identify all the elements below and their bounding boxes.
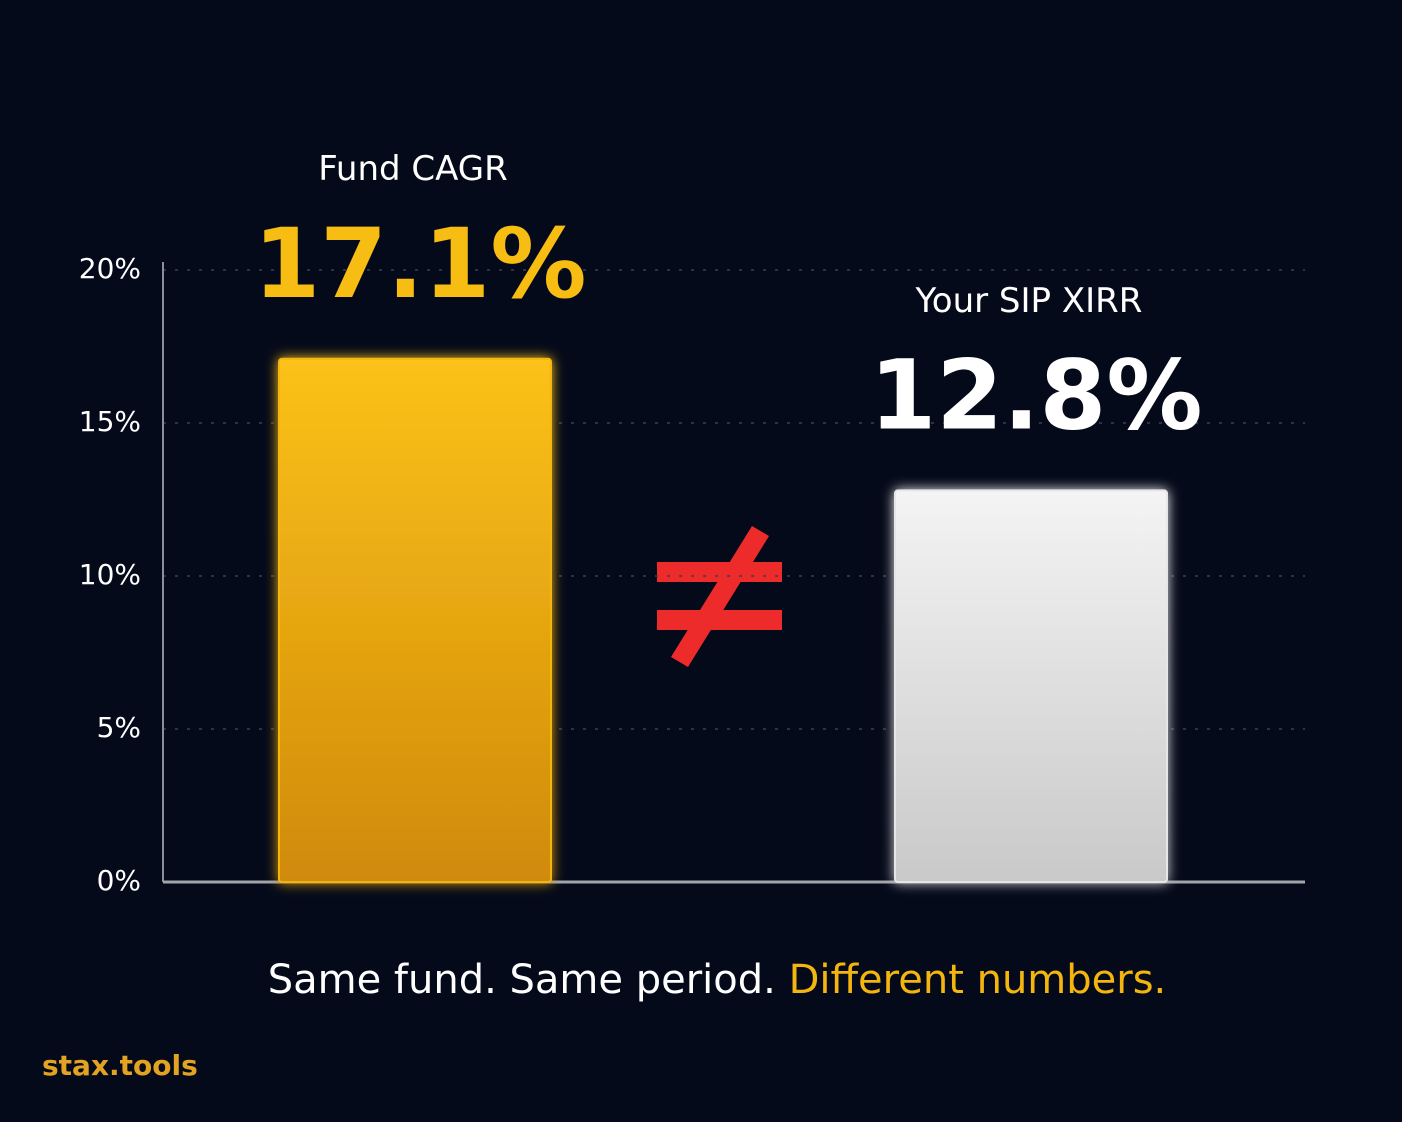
- category-label: Your SIP XIRR: [915, 281, 1143, 321]
- caption-part: Same fund. Same period.: [268, 957, 776, 1003]
- category-label: Fund CAGR: [318, 149, 508, 189]
- y-tick-label: 15%: [79, 405, 141, 438]
- bar: [894, 489, 1168, 883]
- y-tick-label: 20%: [79, 252, 141, 285]
- bar: [278, 357, 552, 883]
- y-tick-label: 0%: [97, 864, 141, 897]
- value-label: 17.1%: [253, 208, 586, 320]
- y-tick-label: 5%: [97, 711, 141, 744]
- value-label: 12.8%: [869, 340, 1202, 452]
- caption-highlight: Different numbers.: [789, 957, 1167, 1003]
- not-equal-sign: [657, 526, 782, 667]
- y-tick-label: 10%: [79, 558, 141, 591]
- caption: Same fund. Same period. Different number…: [268, 957, 1167, 1003]
- brand: stax.tools: [42, 1049, 198, 1082]
